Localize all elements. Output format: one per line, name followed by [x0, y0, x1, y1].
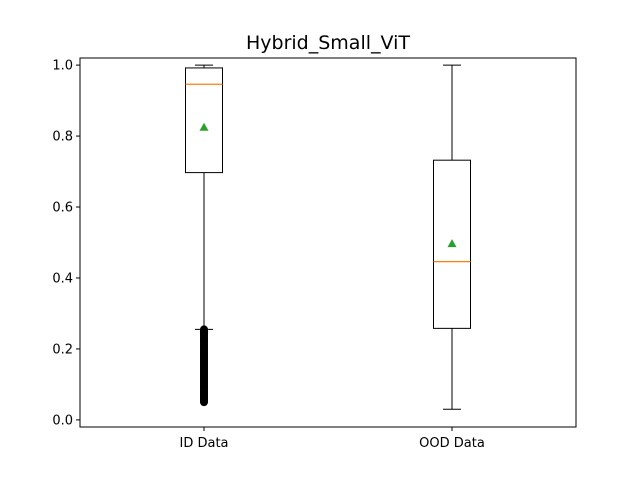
y-tick-label: 0.4: [52, 271, 73, 286]
box-group: [185, 64, 223, 407]
y-tick-label: 0.2: [52, 342, 73, 357]
plot-area: [185, 64, 471, 410]
mean-marker: [199, 122, 209, 131]
y-tick-label: 1.0: [52, 59, 73, 74]
mean-marker: [447, 239, 457, 248]
chart-title: Hybrid_Small_ViT: [246, 32, 410, 54]
y-tick-label: 0.6: [52, 201, 73, 216]
x-axis: ID Data OOD Data: [179, 427, 485, 451]
iqr-box: [433, 159, 471, 329]
y-axis: 0.0 0.2 0.4 0.6 0.8 1.0: [52, 59, 80, 428]
x-tick-label: ID Data: [179, 436, 228, 451]
y-tick-label: 0.0: [52, 413, 73, 428]
outlier-points: [200, 325, 208, 407]
x-tick-label: OOD Data: [419, 436, 485, 451]
y-tick-label: 0.8: [52, 130, 73, 145]
axes-frame: [79, 57, 577, 428]
iqr-box: [185, 67, 223, 174]
box-group: [433, 64, 471, 410]
